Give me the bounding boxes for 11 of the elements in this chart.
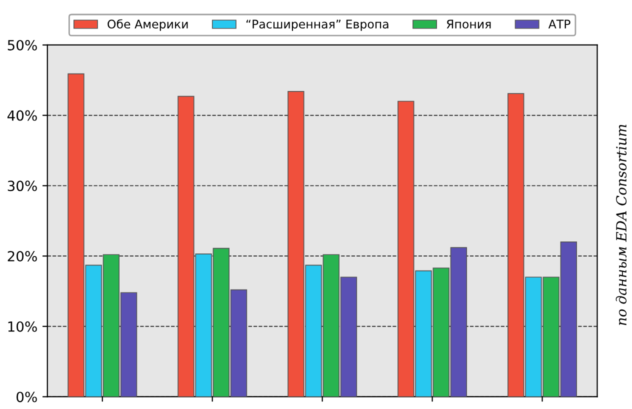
legend-label: Япония	[446, 20, 491, 29]
y-tick-label: 50%	[8, 40, 37, 50]
y-tick-label: 10%	[8, 321, 37, 332]
y-tick-label: 40%	[7, 110, 37, 121]
text: по данным EDA Consortium	[616, 124, 627, 326]
y-tick-label: 20%	[8, 251, 37, 262]
legend-label: “Расширенная” Европа	[246, 20, 388, 31]
legend-label: Обе Америки	[108, 19, 188, 31]
y-tick-label: 0%	[16, 392, 37, 402]
legend-label: АТР	[548, 20, 570, 28]
y-tick-label: 30%	[8, 180, 37, 192]
